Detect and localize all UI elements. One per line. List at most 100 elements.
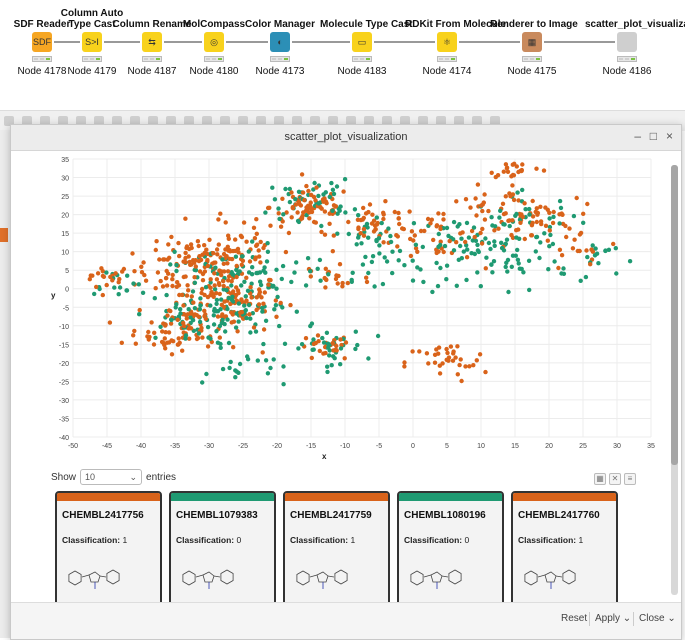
data-point[interactable] [311, 187, 316, 192]
data-point[interactable] [451, 248, 457, 253]
data-point[interactable] [475, 270, 480, 275]
data-point[interactable] [523, 207, 528, 212]
data-point[interactable] [225, 317, 230, 322]
data-point[interactable] [323, 285, 328, 290]
data-point[interactable] [234, 285, 239, 290]
data-point[interactable] [356, 226, 361, 232]
data-point[interactable] [166, 330, 172, 335]
data-point[interactable] [200, 335, 205, 340]
data-point[interactable] [334, 343, 339, 349]
data-point[interactable] [374, 215, 379, 220]
data-point[interactable] [379, 220, 384, 226]
data-point[interactable] [500, 201, 506, 206]
data-point[interactable] [195, 239, 201, 244]
data-point[interactable] [323, 266, 328, 271]
data-point[interactable] [450, 358, 456, 363]
node-icon[interactable]: ⇆ [142, 32, 162, 52]
data-point[interactable] [458, 357, 463, 362]
data-point[interactable] [496, 226, 501, 231]
data-point[interactable] [527, 212, 532, 217]
data-point[interactable] [557, 198, 563, 204]
data-point[interactable] [284, 210, 289, 215]
data-point[interactable] [271, 283, 276, 289]
data-point[interactable] [499, 240, 504, 245]
data-point[interactable] [520, 214, 525, 220]
data-point[interactable] [225, 306, 230, 312]
data-point[interactable] [260, 350, 265, 355]
data-point[interactable] [353, 329, 358, 334]
data-point[interactable] [341, 189, 346, 194]
result-card[interactable]: CHEMBL2417759 Classification: 1 [283, 491, 390, 603]
data-point[interactable] [167, 255, 172, 260]
data-point[interactable] [161, 340, 166, 345]
data-point[interactable] [322, 232, 328, 237]
data-point[interactable] [592, 253, 598, 258]
data-point[interactable] [335, 231, 340, 236]
data-point[interactable] [278, 300, 283, 306]
data-point[interactable] [542, 231, 547, 236]
data-point[interactable] [397, 221, 402, 227]
data-point[interactable] [188, 242, 194, 247]
data-point[interactable] [162, 336, 167, 341]
data-point[interactable] [197, 307, 203, 312]
data-point[interactable] [180, 348, 185, 353]
data-point[interactable] [527, 206, 532, 212]
data-point[interactable] [464, 220, 470, 226]
data-point[interactable] [247, 259, 253, 264]
data-point[interactable] [572, 237, 577, 242]
data-point[interactable] [327, 194, 332, 200]
data-point[interactable] [289, 190, 294, 195]
data-point[interactable] [229, 279, 234, 284]
data-point[interactable] [200, 271, 206, 277]
data-point[interactable] [190, 318, 196, 323]
data-point[interactable] [534, 234, 539, 240]
data-point[interactable] [248, 285, 253, 290]
data-point[interactable] [400, 226, 405, 231]
workflow-node-1[interactable]: Column Auto Type Cast S>I Node 4179 [50, 4, 134, 84]
data-point[interactable] [364, 275, 369, 280]
data-point[interactable] [530, 198, 535, 204]
data-point[interactable] [396, 210, 401, 216]
data-point[interactable] [363, 211, 369, 216]
data-point[interactable] [155, 270, 161, 275]
data-point[interactable] [116, 292, 121, 297]
data-point[interactable] [218, 345, 223, 350]
data-point[interactable] [125, 273, 130, 278]
data-point[interactable] [278, 224, 284, 229]
data-point[interactable] [340, 284, 345, 289]
data-point[interactable] [428, 221, 433, 226]
data-point[interactable] [493, 174, 498, 180]
data-point[interactable] [288, 302, 293, 308]
data-point[interactable] [318, 205, 323, 210]
data-point[interactable] [455, 344, 460, 349]
data-point[interactable] [158, 278, 163, 284]
data-point[interactable] [168, 262, 173, 267]
data-point[interactable] [277, 216, 282, 222]
data-point[interactable] [530, 220, 535, 226]
data-point[interactable] [364, 279, 370, 285]
data-point[interactable] [225, 269, 231, 274]
data-point[interactable] [281, 364, 286, 369]
data-point[interactable] [231, 345, 236, 350]
data-point[interactable] [479, 203, 484, 208]
data-point[interactable] [369, 221, 375, 226]
data-point[interactable] [471, 225, 477, 230]
data-point[interactable] [233, 375, 238, 380]
data-point[interactable] [280, 305, 285, 310]
data-point[interactable] [233, 248, 238, 254]
data-point[interactable] [265, 241, 270, 246]
data-point[interactable] [273, 303, 279, 308]
data-point[interactable] [329, 363, 334, 368]
data-point[interactable] [240, 254, 245, 259]
data-point[interactable] [463, 197, 469, 202]
data-point[interactable] [211, 313, 216, 318]
data-point[interactable] [515, 190, 520, 195]
data-point[interactable] [233, 237, 238, 242]
data-point[interactable] [112, 285, 117, 290]
data-point[interactable] [370, 212, 375, 217]
data-point[interactable] [261, 301, 266, 306]
data-point[interactable] [309, 321, 315, 326]
data-point[interactable] [440, 361, 445, 366]
apply-button[interactable]: Apply ⌄ [595, 613, 632, 624]
data-point[interactable] [557, 221, 562, 226]
